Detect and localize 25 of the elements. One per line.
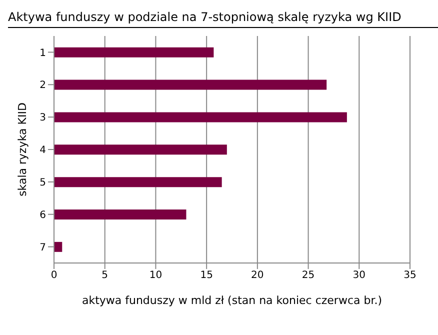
y-tick-label: 6 — [40, 210, 46, 221]
bar — [54, 177, 222, 188]
x-tick-label: 35 — [404, 270, 416, 282]
x-tick-label: 10 — [149, 270, 162, 282]
x-tick-label: 30 — [352, 270, 366, 282]
bar — [54, 242, 62, 252]
y-tick-label: 1 — [40, 48, 46, 59]
y-axis-title: skala ryzyka KIID — [16, 102, 29, 196]
x-axis-title: aktywa funduszy w mld zł (stan na koniec czerwca br.) — [82, 294, 382, 307]
bar — [54, 209, 186, 220]
bar — [54, 112, 347, 122]
bar — [54, 80, 327, 90]
bar — [54, 47, 214, 58]
chart-title: Aktywa funduszy w podziale na 7-stopniową skalę ryzyka wg KIID — [8, 8, 438, 28]
y-tick-label: 5 — [40, 177, 46, 188]
y-tick-label: 3 — [40, 112, 46, 124]
x-tick-label: 0 — [50, 270, 58, 282]
y-tick-label: 7 — [40, 242, 46, 254]
x-tick-label: 20 — [251, 270, 264, 282]
y-tick-label: 2 — [40, 80, 46, 92]
x-tick-label: 15 — [200, 270, 213, 282]
x-tick-label: 5 — [102, 270, 108, 282]
x-tick-label: 25 — [302, 270, 315, 282]
bar — [54, 144, 227, 155]
y-tick-label: 4 — [40, 145, 46, 156]
